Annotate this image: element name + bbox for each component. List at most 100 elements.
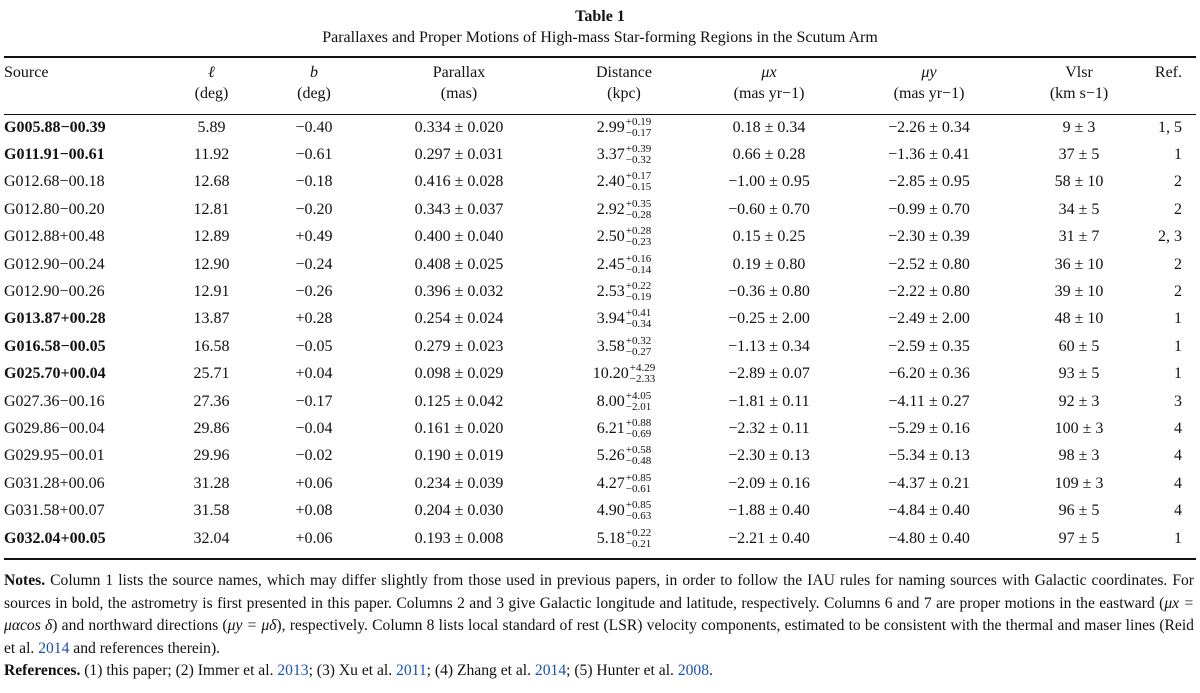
cell-muy: −2.26 ± 0.34 — [888, 118, 970, 136]
cell-parallax: 0.098 ± 0.029 — [414, 365, 504, 383]
cell-source: G031.28+00.06 — [4, 474, 105, 492]
top-rule — [4, 56, 1196, 58]
table-notes: Notes. Column 1 lists the source names, … — [4, 570, 1194, 683]
cell-mux: −1.00 ± 0.95 — [728, 173, 810, 191]
col-l: ℓ (deg) — [194, 64, 229, 102]
cell-dist: 2.92 +0.35 −0.28 — [596, 197, 652, 221]
cell-muy: −6.20 ± 0.36 — [888, 365, 970, 383]
cell-b: +0.49 — [295, 228, 333, 246]
table-row: G012.68−00.18 12.68 −0.18 0.416 ± 0.028 2.40… — [4, 169, 1196, 196]
cell-l: 12.91 — [193, 283, 230, 301]
cell-parallax: 0.334 ± 0.020 — [414, 118, 504, 136]
table-row: G029.95−00.01 29.96 −0.02 0.190 ± 0.019 5.26… — [4, 443, 1196, 470]
reference-year-link[interactable]: 2011 — [396, 662, 427, 679]
cell-parallax: 0.204 ± 0.030 — [414, 502, 504, 520]
cell-vlsr: 100 ± 3 — [1054, 419, 1104, 437]
cell-source: G032.04+00.05 — [4, 529, 106, 547]
cell-b: +0.28 — [295, 310, 333, 328]
cell-dist: 2.50 +0.28 −0.23 — [596, 225, 652, 249]
cell-b: +0.04 — [295, 365, 333, 383]
cell-mux: −0.60 ± 0.70 — [728, 200, 810, 218]
table-row: G012.90−00.24 12.90 −0.24 0.408 ± 0.025 2.45… — [4, 251, 1196, 278]
cell-parallax: 0.279 ± 0.023 — [414, 337, 504, 355]
notes-paragraph: Notes. Column 1 lists the source names, … — [4, 572, 1194, 657]
col-mux: μx (mas yr−1) — [733, 64, 805, 102]
cell-source: G029.86−00.04 — [4, 419, 105, 437]
cell-parallax: 0.343 ± 0.037 — [414, 200, 504, 218]
cell-l: 5.89 — [197, 118, 226, 136]
cell-l: 31.28 — [193, 474, 230, 492]
cell-source: G016.58−00.05 — [4, 337, 106, 355]
cell-l: 12.68 — [193, 173, 230, 191]
cell-vlsr: 37 ± 5 — [1058, 146, 1100, 164]
col-source: Source — [4, 64, 49, 81]
cell-parallax: 0.193 ± 0.008 — [414, 529, 504, 547]
cell-source: G011.91−00.61 — [4, 146, 105, 164]
citation-link[interactable]: 2014 — [38, 639, 70, 657]
table-row: G032.04+00.05 32.04 +0.06 0.193 ± 0.008 5.18… — [4, 525, 1196, 552]
cell-parallax: 0.161 ± 0.020 — [414, 419, 504, 437]
cell-parallax: 0.416 ± 0.028 — [414, 173, 504, 191]
cell-ref: 1 — [1174, 365, 1182, 383]
cell-mux: 0.19 ± 0.80 — [732, 255, 806, 273]
cell-source: G029.95−00.01 — [4, 447, 105, 465]
cell-parallax: 0.396 ± 0.032 — [414, 283, 504, 301]
cell-b: −0.24 — [295, 255, 333, 273]
cell-ref: 4 — [1174, 502, 1182, 520]
reference-year-link[interactable]: 2014 — [534, 662, 567, 679]
col-vlsr: Vlsr (km s−1) — [1049, 64, 1109, 102]
cell-vlsr: 60 ± 5 — [1058, 337, 1100, 355]
cell-mux: −2.21 ± 0.40 — [728, 529, 810, 547]
cell-b: −0.17 — [295, 392, 333, 410]
cell-ref: 4 — [1174, 447, 1182, 465]
reference-year-link[interactable]: 2008 — [677, 662, 710, 679]
cell-mux: −2.30 ± 0.13 — [728, 447, 810, 465]
table-label: Table 1 — [575, 8, 625, 25]
cell-parallax: 0.125 ± 0.042 — [414, 392, 504, 410]
cell-vlsr: 48 ± 10 — [1054, 310, 1104, 328]
cell-muy: −2.59 ± 0.35 — [888, 337, 970, 355]
cell-mux: −2.32 ± 0.11 — [728, 419, 810, 437]
cell-muy: −2.30 ± 0.39 — [888, 228, 970, 246]
cell-vlsr: 58 ± 10 — [1054, 173, 1104, 191]
col-ref: Ref. — [1154, 64, 1182, 81]
cell-mux: −0.36 ± 0.80 — [728, 283, 810, 301]
cell-l: 12.89 — [193, 228, 230, 246]
cell-ref: 1 — [1174, 529, 1182, 547]
table-title: Parallaxes and Proper Motions of High-ma… — [322, 29, 878, 46]
cell-muy: −4.80 ± 0.40 — [888, 529, 970, 547]
col-parallax: Parallax (mas) — [432, 64, 486, 102]
table-row: G005.88−00.39 5.89 −0.40 0.334 ± 0.020 2.99 +… — [4, 114, 1196, 141]
eq-muy: μy = μδ — [227, 617, 277, 634]
cell-vlsr: 36 ± 10 — [1054, 255, 1104, 273]
cell-b: +0.06 — [295, 529, 333, 547]
cell-dist: 4.90 +0.85 −0.63 — [596, 499, 652, 523]
cell-l: 32.04 — [193, 529, 230, 547]
cell-b: −0.18 — [295, 173, 333, 191]
table-row: G031.28+00.06 31.28 +0.06 0.234 ± 0.039 4.27… — [4, 470, 1196, 497]
cell-source: G031.58+00.07 — [4, 502, 105, 520]
cell-l: 27.36 — [193, 392, 230, 410]
cell-dist: 8.00 +4.05 −2.01 — [596, 389, 652, 413]
table-row: G016.58−00.05 16.58 −0.05 0.279 ± 0.023 3.58… — [4, 333, 1196, 360]
cell-muy: −2.22 ± 0.80 — [888, 283, 970, 301]
cell-b: −0.05 — [295, 337, 333, 355]
cell-vlsr: 109 ± 3 — [1054, 474, 1104, 492]
cell-mux: −1.13 ± 0.34 — [728, 337, 810, 355]
cell-dist: 3.94 +0.41 −0.34 — [596, 307, 652, 331]
cell-b: −0.26 — [295, 283, 333, 301]
cell-vlsr: 92 ± 3 — [1058, 392, 1100, 410]
reference-year-link[interactable]: 2013 — [277, 662, 309, 679]
cell-parallax: 0.297 ± 0.031 — [414, 146, 504, 164]
cell-mux: −1.81 ± 0.11 — [728, 392, 810, 410]
cell-source: G012.80−00.20 — [4, 200, 105, 218]
table-row: G013.87+00.28 13.87 +0.28 0.254 ± 0.024 3.94… — [4, 306, 1196, 333]
cell-vlsr: 39 ± 10 — [1054, 283, 1104, 301]
cell-vlsr: 98 ± 3 — [1058, 447, 1100, 465]
cell-muy: −5.34 ± 0.13 — [888, 447, 970, 465]
cell-dist: 2.53 +0.22 −0.19 — [596, 280, 652, 304]
header-row: Source ℓ (deg) b (deg) Parallax (mas) Dista… — [4, 62, 1196, 114]
cell-b: −0.02 — [295, 447, 333, 465]
cell-b: −0.20 — [295, 200, 333, 218]
header-rule — [4, 114, 1196, 115]
